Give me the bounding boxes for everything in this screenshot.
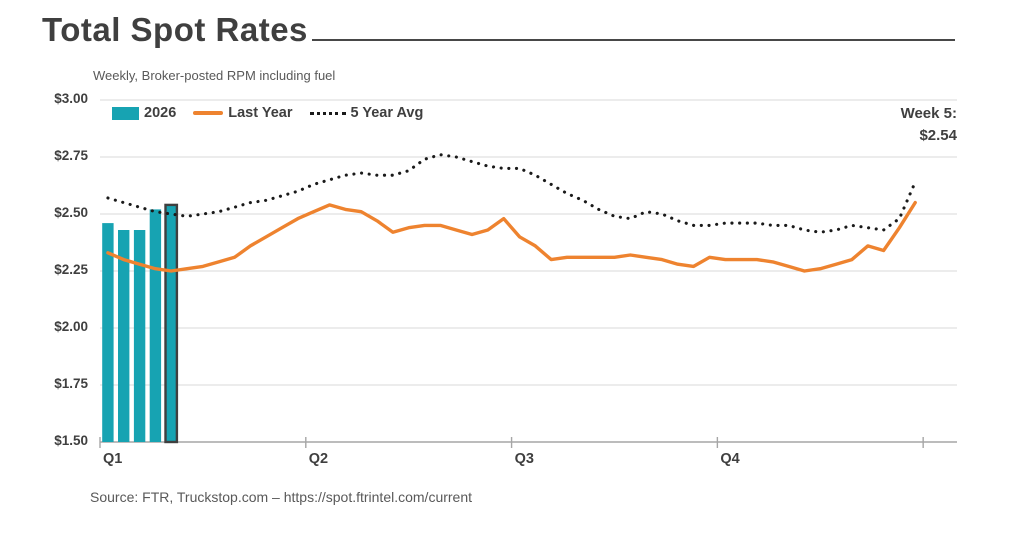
x-axis-label-q2: Q2 bbox=[308, 451, 329, 467]
bar-2026-week-2 bbox=[118, 230, 130, 442]
legend-label-last-year: Last Year bbox=[228, 105, 293, 121]
legend-item-2026: 2026 bbox=[112, 105, 176, 121]
y-axis-label: $3.00 bbox=[54, 91, 88, 106]
legend-item-5-year-avg: 5 Year Avg bbox=[309, 105, 424, 121]
week5-callout-value: $2.54 bbox=[919, 126, 957, 144]
legend-dotted-swatch-icon bbox=[309, 111, 346, 115]
chart-subtitle: Weekly, Broker-posted RPM including fuel bbox=[93, 68, 336, 83]
y-axis-label: $2.50 bbox=[54, 205, 88, 220]
x-axis-label-q3: Q3 bbox=[514, 451, 534, 467]
bar-2026-week-3 bbox=[133, 230, 146, 442]
line-last-year bbox=[106, 200, 917, 273]
y-axis-label: $2.75 bbox=[54, 148, 88, 163]
legend-line-swatch-icon bbox=[193, 111, 224, 115]
bar-2026-week-1 bbox=[102, 223, 114, 442]
y-axis-label: $1.50 bbox=[54, 433, 88, 448]
legend-label-5-year-avg: 5 Year Avg bbox=[350, 105, 424, 121]
bar-2026-week-4 bbox=[149, 209, 162, 442]
legend-bar-swatch-icon bbox=[112, 106, 139, 120]
source-line: Source: FTR, Truckstop.com – https://spo… bbox=[90, 489, 473, 505]
y-axis-label: $2.25 bbox=[54, 262, 88, 277]
week5-callout-label: Week 5: bbox=[900, 105, 957, 122]
y-axis-label: $1.75 bbox=[54, 376, 88, 391]
chart-legend: 2026 Last Year 5 Year Avg bbox=[112, 105, 423, 121]
page-title: Total Spot Rates bbox=[42, 11, 308, 48]
legend-item-last-year: Last Year bbox=[193, 105, 293, 121]
line-5-year-avg bbox=[106, 153, 917, 234]
y-axis-label: $2.00 bbox=[54, 319, 88, 334]
x-axis-label-q4: Q4 bbox=[720, 451, 740, 467]
week5-callout: Week 5: $2.54 bbox=[901, 103, 957, 147]
legend-label-2026: 2026 bbox=[144, 105, 177, 121]
title-underline bbox=[311, 39, 955, 42]
x-axis-label-q1: Q1 bbox=[103, 451, 123, 467]
bar-2026-week-5 bbox=[164, 203, 179, 444]
chart-header: Total Spot Rates bbox=[42, 11, 955, 48]
